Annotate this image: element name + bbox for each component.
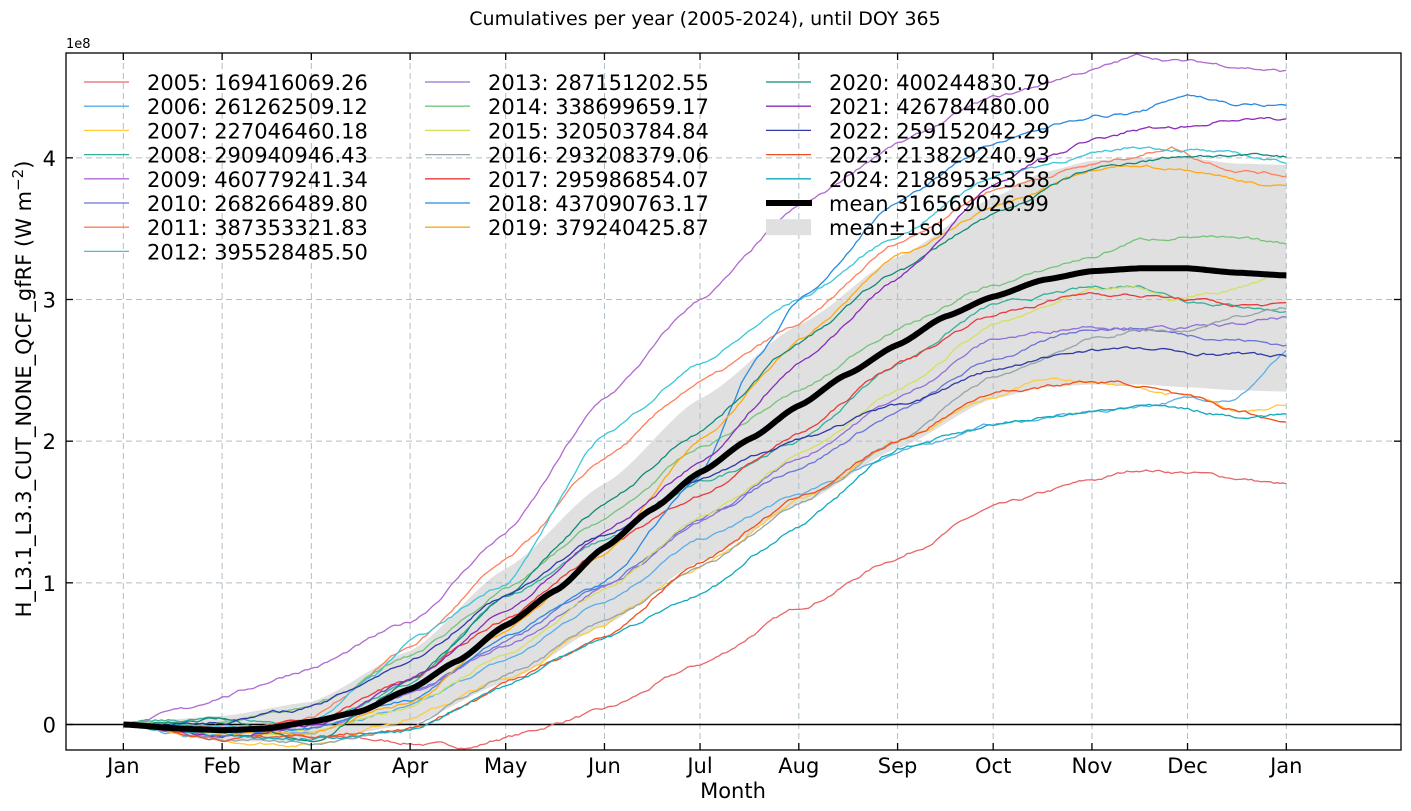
series-line-2009 (123, 53, 1287, 726)
legend-item-2018: 2018: 437090763.17 (425, 192, 709, 216)
legend-item-band: mean±1sd (766, 216, 944, 240)
legend-item-2013: 2013: 287151202.55 (425, 71, 709, 95)
chart-title: Cumulatives per year (2005-2024), until … (469, 8, 940, 30)
legend-label: 2015: 320503784.84 (488, 119, 709, 143)
legend-item-2011: 2011: 387353321.83 (84, 216, 368, 240)
legend-label: 2023: 213829240.93 (829, 144, 1050, 168)
legend-item-2016: 2016: 293208379.06 (425, 144, 709, 168)
series-line-2023 (123, 380, 1287, 743)
legend-label: 2011: 387353321.83 (147, 216, 368, 240)
legend-label: 2013: 287151202.55 (488, 71, 709, 95)
x-tick-label: Dec (1167, 754, 1208, 778)
y-tick-label: 0 (43, 714, 56, 738)
series-line-2020 (123, 152, 1287, 743)
legend-item-2017: 2017: 295986854.07 (425, 168, 709, 192)
legend-item-2007: 2007: 227046460.18 (84, 119, 368, 143)
x-tick-label: Jan (1268, 754, 1302, 778)
legend-item-2010: 2010: 268266489.80 (84, 192, 368, 216)
legend-item-2012: 2012: 395528485.50 (84, 240, 368, 264)
series-line-2011 (123, 146, 1287, 733)
legend-label: 2008: 290940946.43 (147, 144, 368, 168)
series-line-2015 (123, 271, 1287, 736)
legend-label: 2019: 379240425.87 (488, 216, 709, 240)
series-line-2013 (123, 315, 1287, 739)
legend-label: mean±1sd (829, 216, 944, 240)
legend-item-2024: 2024: 218895353.58 (766, 168, 1050, 192)
legend-label: 2016: 293208379.06 (488, 144, 709, 168)
legend-label: 2006: 261262509.12 (147, 95, 368, 119)
x-tick-label: Jun (586, 754, 621, 778)
legend-item-2015: 2015: 320503784.84 (425, 119, 709, 143)
legend-item-2009: 2009: 460779241.34 (84, 168, 368, 192)
series-line-2024 (123, 403, 1287, 741)
legend-item-2020: 2020: 400244830.79 (766, 71, 1050, 95)
legend-item-2008: 2008: 290940946.43 (84, 144, 368, 168)
legend-item-mean: mean 316569026.99 (766, 192, 1049, 216)
legend-item-2023: 2023: 213829240.93 (766, 144, 1050, 168)
legend-handle (766, 219, 811, 236)
x-tick-label: Mar (292, 754, 332, 778)
legend-item-2014: 2014: 338699659.17 (425, 95, 709, 119)
plot-area (65, 52, 1402, 751)
plot-frame (65, 52, 1402, 751)
x-tick-label: Jul (685, 754, 712, 778)
y-offset-label: 1e8 (66, 37, 91, 52)
legend-label: 2009: 460779241.34 (147, 168, 368, 192)
y-tick-label: 4 (43, 147, 56, 171)
legend-label: mean 316569026.99 (829, 192, 1049, 216)
series-line-2022 (123, 346, 1287, 727)
x-tick-label: Apr (392, 754, 429, 778)
legend-item-2022: 2022: 259152042.29 (766, 119, 1050, 143)
legend-item-2021: 2021: 426784480.00 (766, 95, 1050, 119)
legend-label: 2022: 259152042.29 (829, 119, 1050, 143)
tick-layer (66, 53, 1401, 750)
legend-label: 2020: 400244830.79 (829, 71, 1050, 95)
x-tick-label: May (484, 754, 527, 778)
x-tick-label: Oct (975, 754, 1011, 778)
x-tick-label: Sep (878, 754, 918, 778)
x-tick-label: Feb (204, 754, 241, 778)
series-line-2021 (123, 116, 1287, 739)
legend-label: 2018: 437090763.17 (488, 192, 709, 216)
x-tick-label: Nov (1071, 754, 1112, 778)
y-axis-label: H_L3.1_L3.3_CUT_NONE_QCF_gfRF (W m−2) (9, 161, 37, 618)
mean-line (123, 265, 1287, 734)
x-tick-label: Jan (105, 754, 139, 778)
legend-item-2006: 2006: 261262509.12 (84, 95, 368, 119)
series-line-2016 (123, 307, 1287, 746)
y-tick-label: 2 (43, 430, 56, 454)
y-tick-label: 3 (43, 289, 56, 313)
legend-label: 2010: 268266489.80 (147, 192, 368, 216)
mean-layer (123, 265, 1287, 734)
legend-label: 2005: 169416069.26 (147, 71, 368, 95)
legend-label: 2021: 426784480.00 (829, 95, 1050, 119)
legend-label: 2017: 295986854.07 (488, 168, 709, 192)
x-tick-label: Aug (778, 754, 819, 778)
legend-label: 2024: 218895353.58 (829, 168, 1050, 192)
x-axis-label: Month (700, 779, 766, 803)
y-tick-label: 1 (43, 572, 56, 596)
series-line-2019 (123, 164, 1287, 737)
legend-item-2005: 2005: 169416069.26 (84, 71, 368, 95)
legend-label: 2012: 395528485.50 (147, 240, 368, 264)
legend-item-2019: 2019: 379240425.87 (425, 216, 709, 240)
legend-label: 2014: 338699659.17 (488, 95, 709, 119)
legend-label: 2007: 227046460.18 (147, 119, 368, 143)
